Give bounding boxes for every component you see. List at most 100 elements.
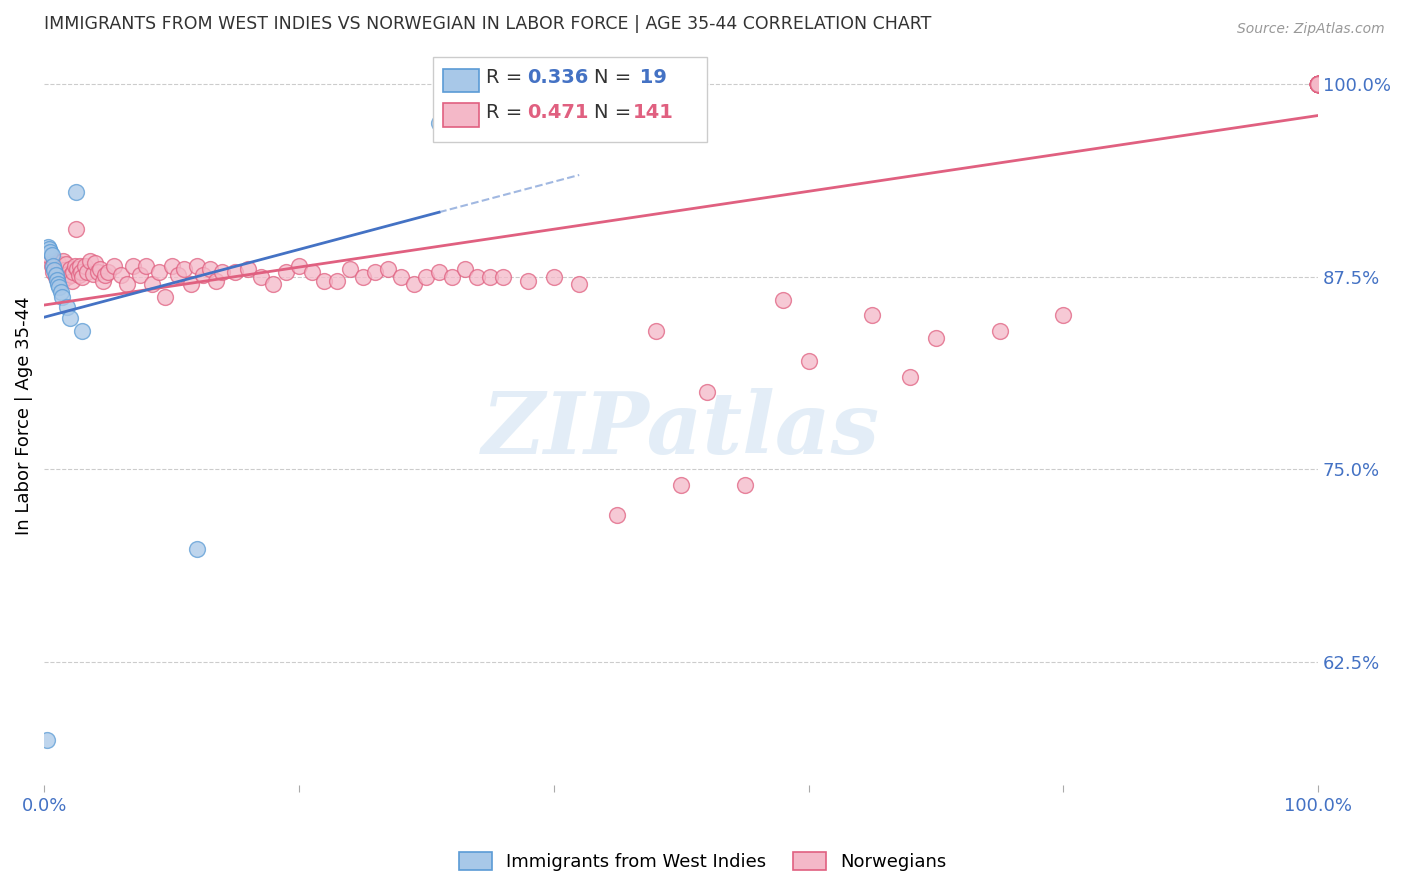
Point [1308, 77, 1330, 91]
Point [72, 324, 94, 338]
Point [1308, 77, 1330, 91]
Point [1308, 77, 1330, 91]
Point [65, 185, 87, 199]
Point [1052, 308, 1074, 322]
Point [427, 116, 450, 130]
Point [669, 477, 692, 491]
Point [1308, 77, 1330, 91]
Point [1308, 77, 1330, 91]
Point [301, 265, 323, 279]
Point [94, 268, 117, 282]
Point [153, 290, 176, 304]
Point [339, 261, 361, 276]
Point [224, 265, 246, 279]
Point [48, 261, 70, 276]
Point [1308, 77, 1330, 91]
Point [45, 265, 67, 279]
Point [45, 268, 67, 282]
Point [211, 265, 233, 279]
Point [46, 277, 69, 292]
Point [262, 277, 284, 292]
Point [44, 254, 66, 268]
FancyBboxPatch shape [443, 103, 478, 127]
Point [173, 261, 195, 276]
Text: R =: R = [486, 103, 529, 121]
Point [644, 324, 666, 338]
Point [1308, 77, 1330, 91]
Text: N =: N = [595, 68, 638, 87]
Point [70, 265, 93, 279]
Point [62, 265, 84, 279]
Text: R =: R = [486, 68, 529, 87]
Point [377, 261, 399, 276]
Point [42, 265, 65, 279]
Point [364, 265, 387, 279]
Point [352, 269, 374, 284]
Point [84, 256, 107, 270]
Point [86, 265, 108, 279]
Point [1308, 77, 1330, 91]
Point [1308, 77, 1330, 91]
Point [427, 265, 450, 279]
Point [1308, 77, 1330, 91]
Point [1308, 77, 1330, 91]
Point [45, 269, 67, 284]
Point [37, 240, 59, 254]
Point [1308, 77, 1330, 91]
Point [58, 311, 80, 326]
Point [135, 259, 157, 273]
Point [326, 274, 349, 288]
Point [1308, 77, 1330, 91]
Point [860, 308, 883, 322]
Point [52, 254, 75, 268]
Point [249, 269, 271, 284]
Point [39, 250, 62, 264]
Point [402, 277, 425, 292]
Point [1308, 77, 1330, 91]
Point [479, 269, 502, 284]
Point [900, 369, 922, 384]
Point [1308, 77, 1330, 91]
Point [51, 290, 73, 304]
Text: IMMIGRANTS FROM WEST INDIES VS NORWEGIAN IN LABOR FORCE | AGE 35-44 CORRELATION : IMMIGRANTS FROM WEST INDIES VS NORWEGIAN… [44, 15, 932, 33]
Point [1308, 77, 1330, 91]
Point [797, 354, 820, 368]
Point [1308, 77, 1330, 91]
Point [53, 263, 76, 277]
Point [568, 277, 591, 292]
Point [236, 261, 259, 276]
Point [1308, 77, 1330, 91]
Point [39, 245, 62, 260]
Point [988, 324, 1011, 338]
Point [67, 268, 90, 282]
Point [276, 265, 298, 279]
Point [167, 268, 190, 282]
Point [1308, 77, 1330, 91]
Point [517, 274, 540, 288]
Point [1308, 77, 1330, 91]
Point [69, 259, 91, 273]
Point [49, 285, 72, 299]
Point [198, 261, 221, 276]
Point [186, 259, 208, 273]
Text: 141: 141 [633, 103, 673, 121]
Point [1308, 77, 1330, 91]
Point [1308, 77, 1330, 91]
Point [1308, 77, 1330, 91]
Point [696, 385, 718, 400]
Point [148, 265, 170, 279]
Legend: R = 0.336   N =  19, R = 0.471   N = 141: R = 0.336 N = 19, R = 0.471 N = 141 [437, 56, 727, 140]
Point [1308, 77, 1330, 91]
Point [1308, 77, 1330, 91]
Point [65, 222, 87, 236]
Point [1308, 77, 1330, 91]
Text: N =: N = [595, 103, 638, 121]
Point [1308, 77, 1330, 91]
Point [1308, 77, 1330, 91]
Point [1308, 77, 1330, 91]
Text: ZIPatlas: ZIPatlas [482, 388, 880, 472]
Point [51, 274, 73, 288]
Point [1308, 77, 1330, 91]
Point [314, 274, 336, 288]
Point [76, 265, 98, 279]
